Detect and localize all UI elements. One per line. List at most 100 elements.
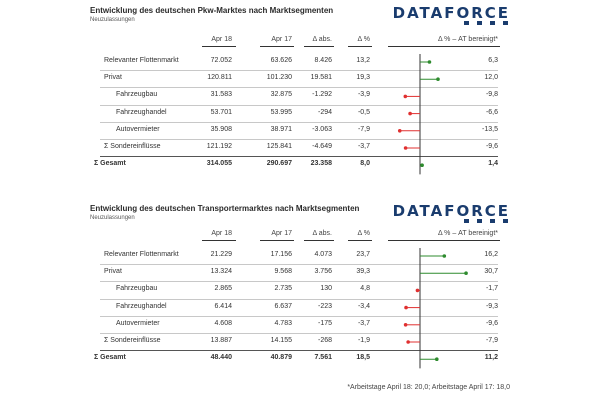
cell-delta-at: -6,6 (485, 108, 498, 116)
header-delta-pct: Δ % (357, 36, 370, 43)
cell-current: 13.324 (210, 268, 232, 276)
table-row: Relevanter Flottenmarkt 21.229 17.156 4.073… (90, 250, 510, 262)
table-row: Autovermieter 4.608 4.783 -175 -3,7 -9,6 (90, 319, 510, 331)
row-label: Fahrzeughandel (116, 108, 167, 116)
cell-delta-pct: 8,0 (360, 160, 370, 168)
logo-dots (464, 21, 508, 25)
cell-current: 31.583 (210, 91, 232, 99)
row-label: Autovermieter (116, 319, 160, 327)
cell-previous: 63.626 (270, 57, 292, 64)
row-label: Privat (104, 268, 122, 276)
table-row: Σ Sondereinflüsse 13.887 14.155 -268 -1,9 -7,… (90, 336, 510, 348)
chart-point (403, 323, 408, 327)
panel-title: Entwicklung des deutschen Pkw-Marktes na… (90, 6, 334, 15)
cell-previous: 6.637 (274, 302, 292, 310)
cell-delta-pct: -0,5 (357, 108, 370, 116)
dataforce-logo: DATAFORCE (393, 4, 510, 26)
cell-previous: 53.995 (270, 108, 292, 116)
cell-previous: 40.879 (270, 354, 292, 362)
row-separator (100, 156, 498, 158)
row-label: Σ Gesamt (94, 354, 126, 362)
dataforce-logo: DATAFORCE (393, 202, 510, 224)
row-label: Fahrzeughandel (116, 302, 167, 310)
row-label: Relevanter Flottenmarkt (104, 57, 179, 64)
table-row: Fahrzeugbau 31.583 32.875 -1.292 -3,9 -9,8 (90, 90, 510, 102)
chart-point (427, 60, 432, 64)
cell-previous: 38.971 (270, 125, 292, 133)
row-separator (100, 298, 498, 300)
cell-delta-at: -1,7 (485, 285, 498, 293)
cell-previous: 9.568 (274, 268, 292, 276)
cell-delta-pct: -1,9 (357, 337, 370, 344)
chart-point (406, 340, 410, 344)
logo-wordmark: DATAFORCE (392, 4, 510, 22)
row-separator (100, 281, 498, 283)
cell-delta-at: -7,9 (485, 337, 498, 344)
table-row: Fahrzeugbau 2.865 2.735 130 4,8 -1,7 (90, 284, 510, 296)
cell-delta-abs: 19.581 (310, 74, 332, 82)
row-separator (100, 104, 498, 106)
cell-delta-abs: -4.649 (312, 143, 332, 150)
row-label: Σ Sondereinflüsse (104, 337, 161, 344)
cell-delta-pct: 13,2 (356, 57, 370, 64)
cell-delta-abs: -223 (317, 302, 332, 310)
cell-current: 35.908 (210, 125, 232, 133)
header-delta-at: Δ % – AT bereinigt* (437, 36, 498, 43)
cell-delta-pct: -3,9 (357, 91, 370, 99)
row-separator (100, 333, 498, 334)
cell-delta-at: -9,3 (485, 302, 498, 310)
cell-delta-abs: -294 (317, 108, 332, 116)
row-separator (100, 70, 498, 72)
footnote: *Arbeitstage April 18: 20,0; Arbeitstage… (347, 384, 510, 391)
table-row: Fahrzeughandel 53.701 53.995 -294 -0,5 -6,6 (90, 108, 510, 120)
row-label: Privat (104, 74, 122, 82)
table-row: Privat 13.324 9.568 3.756 39,3 30,7 (90, 267, 510, 279)
table-row: Autovermieter 35.908 38.971 -3.063 -7,9 -13,5 (90, 125, 510, 137)
cell-delta-pct: -7,9 (357, 125, 370, 133)
row-label: Σ Sondereinflüsse (104, 143, 161, 150)
chart-point (397, 129, 402, 133)
cell-delta-at: 1,4 (488, 160, 498, 168)
cell-previous: 101.230 (266, 74, 292, 82)
cell-delta-pct: -3,7 (357, 143, 370, 150)
row-separator (100, 139, 498, 140)
header-delta-at: Δ % – AT bereinigt* (437, 230, 498, 237)
delta-at-chart (397, 54, 440, 175)
header-current-month: Apr 18 (211, 230, 232, 237)
header-delta-pct: Δ % (357, 230, 370, 237)
chart-point (408, 111, 412, 116)
row-label: Fahrzeugbau (116, 285, 158, 293)
cell-delta-abs: 130 (320, 285, 332, 293)
cell-delta-abs: 4.073 (314, 251, 332, 258)
chart-point (435, 357, 439, 361)
cell-delta-at: -13,5 (482, 125, 498, 133)
cell-delta-pct: 18,5 (356, 354, 370, 362)
cell-delta-abs: 7.561 (314, 354, 332, 362)
cell-delta-pct: 19,3 (356, 74, 370, 82)
cell-current: 6.414 (214, 302, 232, 310)
chart-point (415, 288, 420, 293)
cell-current: 120.811 (207, 74, 232, 82)
header-current-month: Apr 18 (211, 36, 232, 43)
panel-subtitle: Neuzulassungen (90, 215, 135, 221)
cell-delta-at: 16,2 (484, 251, 498, 258)
logo-dots (464, 219, 508, 223)
header-previous-year: Apr 17 (271, 36, 292, 43)
table-row: Privat 120.811 101.230 19.581 19,3 12,0 (90, 73, 510, 85)
table-row: Relevanter Flottenmarkt 72.052 63.626 8.426… (90, 56, 510, 68)
cell-delta-pct: -3,4 (357, 302, 370, 310)
row-separator (100, 121, 498, 123)
cell-delta-at: 12,0 (484, 74, 498, 82)
cell-delta-abs: -3.063 (312, 125, 332, 133)
cell-delta-at: -9,6 (485, 143, 498, 150)
chart-point (420, 163, 424, 167)
table-row: Σ Gesamt 48.440 40.879 7.561 18,5 11,2 (90, 353, 510, 365)
delta-at-chart (403, 248, 468, 369)
row-separator (100, 264, 498, 266)
row-separator (100, 315, 498, 317)
cell-previous: 4.783 (274, 319, 292, 327)
cell-delta-pct: 23,7 (356, 251, 370, 258)
row-label: Autovermieter (116, 125, 160, 133)
table-row: Σ Gesamt 314.055 290.697 23.358 8,0 1,4 (90, 159, 510, 171)
chart-point (403, 94, 408, 99)
